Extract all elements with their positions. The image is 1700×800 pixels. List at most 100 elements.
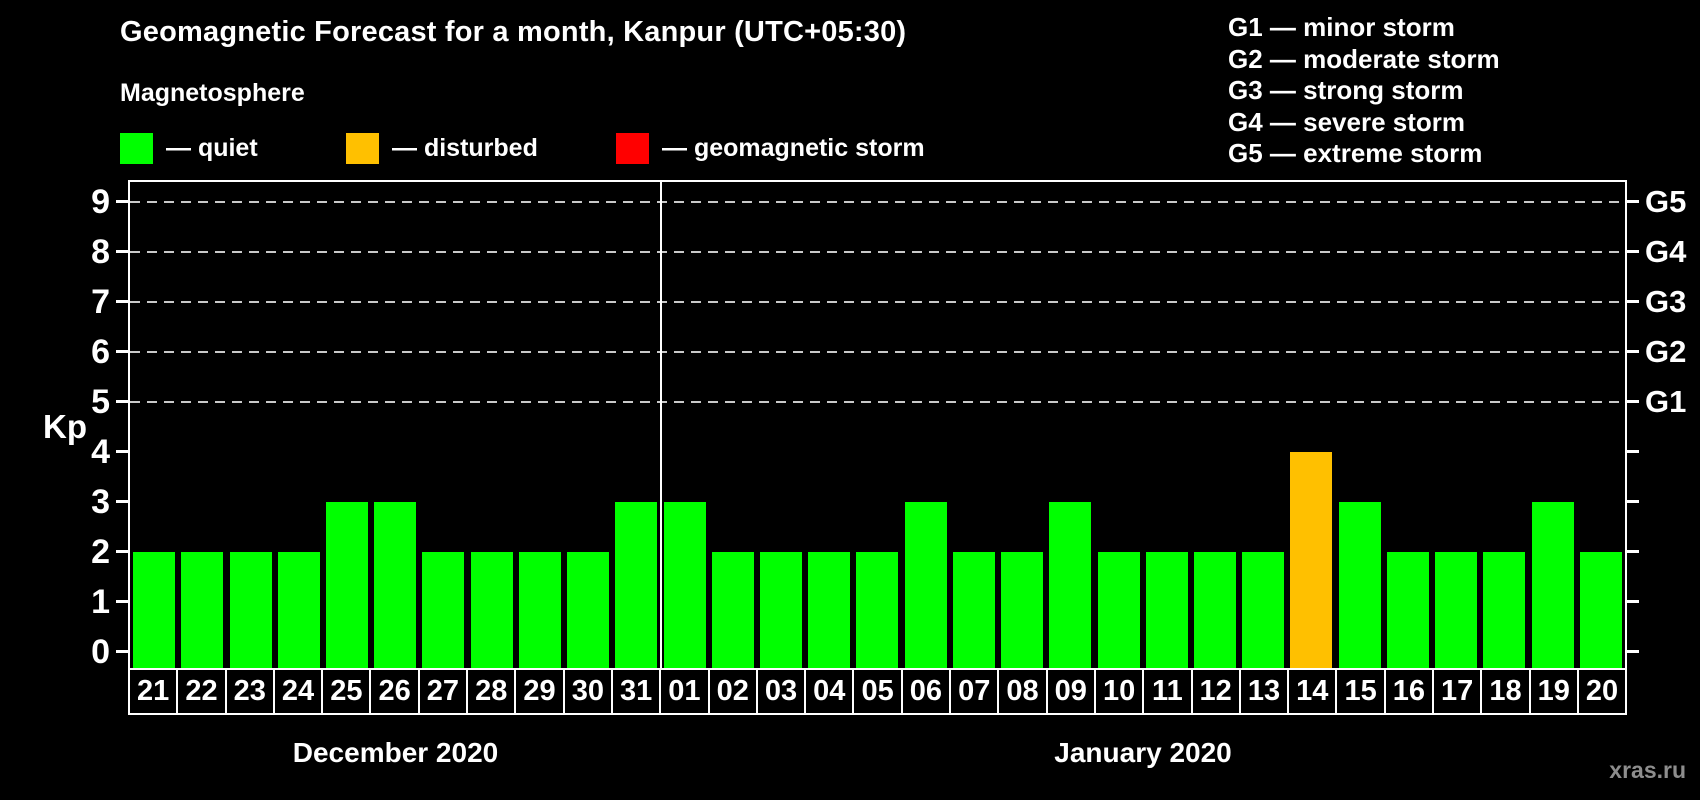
day-cell-30: 30 [562,670,611,713]
kp-bar-day-12 [1194,552,1236,668]
kp-bar-day-16 [1386,552,1429,668]
day-cell-01: 01 [659,670,707,713]
chart-title: Geomagnetic Forecast for a month, Kanpur… [120,16,907,48]
g-axis-label-g4: G4 [1645,234,1687,269]
g3-legend-line: G3 — strong storm [1228,75,1464,105]
y-tick-left [116,450,129,453]
kp-bar-day-06 [904,502,947,668]
xras-watermark: xras.ru [1609,757,1686,783]
y-tick-left [116,650,129,653]
quiet-color-swatch [120,132,153,164]
legend-item-quiet: — quiet [120,130,258,166]
day-cell-27: 27 [417,670,466,713]
kp-bar-day-03 [759,552,802,668]
kp-bar-day-19 [1531,502,1574,668]
g1-legend-line: G1 — minor storm [1228,12,1455,42]
y-tick-right [1626,400,1639,403]
kp-bar-day-14 [1290,452,1333,668]
legend-item-storm: — geomagnetic storm [616,130,925,166]
kp-bar-day-18 [1483,552,1526,668]
day-cell-14: 14 [1287,670,1335,713]
kp-bar-day-25 [325,502,368,668]
kp-bar-day-17 [1435,552,1478,668]
day-cell-19: 19 [1528,670,1577,713]
plot-area [128,180,1627,670]
kp-bar-day-29 [518,552,561,668]
y-tick-left [116,600,129,603]
day-cell-17: 17 [1432,670,1480,713]
legend-label: — disturbed [392,133,538,162]
y-tick-right [1626,550,1639,553]
kp-bar-day-24 [277,552,320,668]
y-tick-label-4: 4 [91,433,110,471]
g2-legend-line: G2 — moderate storm [1228,43,1500,74]
day-cell-07: 07 [949,670,997,713]
gridline-kp6 [130,351,1625,353]
y-tick-label-0: 0 [91,633,110,671]
kp-bar-day-23 [229,552,272,668]
y-tick-right [1626,250,1639,253]
kp-bar-day-20 [1579,552,1622,668]
kp-bar-day-15 [1338,502,1381,668]
g-axis-label-g1: G1 [1645,384,1687,419]
kp-bar-day-26 [374,502,417,668]
day-cell-31: 31 [610,670,659,713]
g4-legend-line: G4 — severe storm [1228,106,1466,137]
day-cell-16: 16 [1383,670,1432,713]
y-tick-right [1626,300,1639,303]
y-tick-right [1626,600,1639,603]
day-cell-22: 22 [176,670,224,713]
day-cell-09: 09 [1045,670,1094,713]
day-cell-06: 06 [900,670,949,713]
day-cell-05: 05 [852,670,900,713]
day-axis-row: 21 22 23 24 25 26 27 28 29 30 31 01 02 03 04 05 06 07 08 09… [128,668,1627,715]
g-axis-label-g3: G3 [1645,284,1687,319]
kp-bar-day-05 [856,552,899,668]
day-cell-29: 29 [514,670,562,713]
day-cell-10: 10 [1093,670,1142,713]
month-label-december: December 2020 [292,737,499,768]
gridline-kp7 [130,301,1625,303]
g-axis-label-g5: G5 [1645,184,1687,219]
y-axis-title-kp: Kp [43,408,87,445]
y-tick-label-8: 8 [91,233,110,271]
kp-bar-day-07 [952,552,995,668]
y-tick-label-3: 3 [91,483,110,521]
day-cell-15: 15 [1335,670,1383,713]
y-tick-left [116,300,129,303]
kp-bar-day-13 [1242,552,1285,668]
gridline-kp5 [130,401,1625,403]
kp-bar-day-27 [422,552,465,668]
g5-legend-line: G5 — extreme storm [1228,138,1483,168]
storm-color-swatch [616,132,649,164]
y-tick-label-6: 6 [91,333,110,371]
kp-bar-day-28 [470,552,513,668]
y-tick-left [116,400,129,403]
day-cell-12: 12 [1190,670,1239,713]
y-tick-right [1626,500,1639,503]
day-cell-28: 28 [466,670,514,713]
gridline-kp8 [130,251,1625,253]
g-scale-legend: G1 — minor storm G2 — moderate storm G3 … [1228,12,1500,170]
day-cell-08: 08 [997,670,1045,713]
y-tick-label-1: 1 [91,583,110,621]
y-tick-label-2: 2 [91,533,110,571]
y-tick-right [1626,650,1639,653]
kp-bar-day-30 [567,552,609,668]
y-tick-left [116,500,129,503]
g-axis-label-g2: G2 [1645,334,1687,369]
gridline-kp9 [130,201,1625,203]
day-cell-26: 26 [369,670,417,713]
month-label-january: January 2020 [1054,737,1232,768]
day-cell-13: 13 [1238,670,1287,713]
y-tick-right [1626,350,1639,353]
day-cell-04: 04 [804,670,852,713]
kp-bar-day-09 [1049,502,1092,668]
day-cell-20: 20 [1576,670,1625,713]
y-tick-label-7: 7 [91,283,110,321]
kp-bar-day-10 [1097,552,1140,668]
kp-bar-day-04 [808,552,851,668]
y-tick-left [116,200,129,203]
day-cell-02: 02 [707,670,756,713]
